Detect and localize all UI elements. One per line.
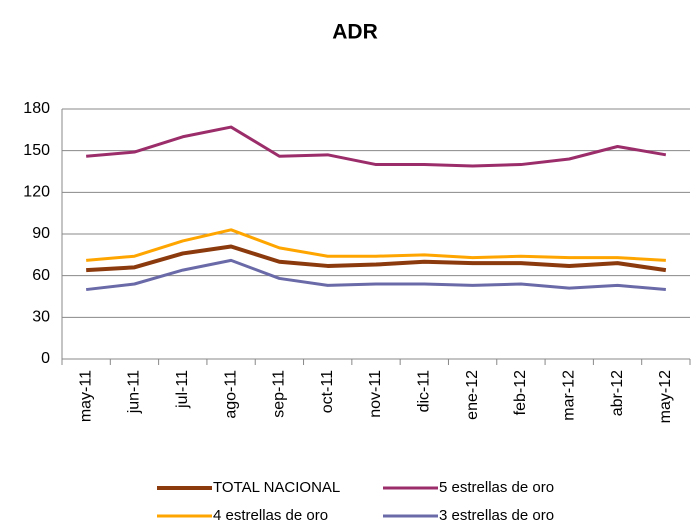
legend-label: 3 estrellas de oro <box>439 507 554 524</box>
x-tick-label: ago-11 <box>222 370 239 419</box>
x-tick-label: ene-12 <box>464 370 481 420</box>
x-tick-label: dic-11 <box>416 370 433 412</box>
series-line <box>86 228 666 262</box>
series-line <box>85 258 666 292</box>
x-tick-label: mar-12 <box>560 370 577 421</box>
y-tick-label: 30 <box>32 309 50 326</box>
series-line <box>86 125 667 168</box>
chart-title: ADR <box>332 21 378 44</box>
legend-label: 5 estrellas de oro <box>439 479 554 496</box>
y-tick-label: 150 <box>23 142 50 159</box>
x-tick-label: oct-11 <box>319 370 336 413</box>
y-tick-label: 60 <box>32 267 50 284</box>
x-tick-label: may-11 <box>77 370 94 422</box>
x-tick-label: feb-12 <box>512 370 529 415</box>
legend-label: TOTAL NACIONAL <box>213 479 340 496</box>
x-tick-label: abr-12 <box>609 370 626 416</box>
x-tick-label: jun-11 <box>126 370 143 414</box>
x-tick-label: nov-11 <box>367 370 384 418</box>
y-tick-label: 90 <box>32 225 50 242</box>
x-tick-label: jul-11 <box>174 370 191 409</box>
y-tick-label: 0 <box>41 350 50 367</box>
x-tick-label: may-12 <box>657 370 674 423</box>
y-tick-label: 180 <box>23 100 50 117</box>
y-tick-label: 120 <box>23 184 50 201</box>
series-line <box>86 244 667 273</box>
x-tick-label: sep-11 <box>271 370 288 418</box>
legend-label: 4 estrellas de oro <box>213 507 328 524</box>
